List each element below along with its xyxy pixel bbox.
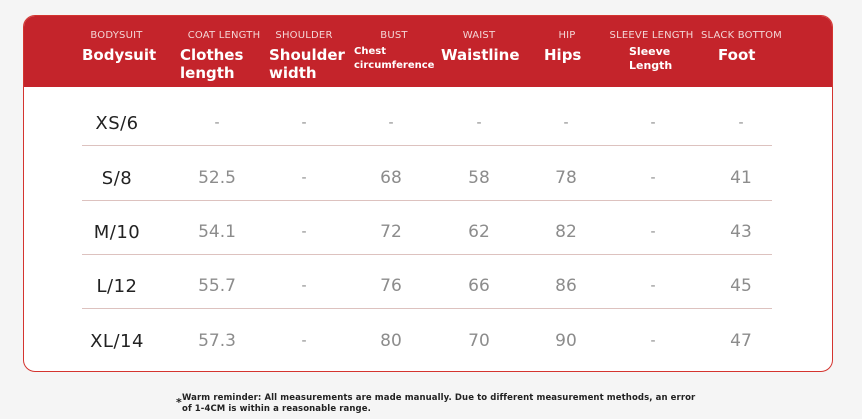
table-row: S/8 52.5 - 68 58 78 - 41 [24,151,832,205]
table-cell: 70 [468,331,490,351]
header-shoulder-label: Shoulder width [269,46,345,82]
header-shoulder-en: SHOULDER [275,30,333,41]
header-coat-length: COAT LENGTH Clothes length [174,16,264,87]
size-label: XS/6 [95,112,139,134]
header-bodysuit-en: BODYSUIT [90,30,143,41]
header-hip: HIP Hips [534,16,600,87]
table-row: XL/14 57.3 - 80 70 90 - 47 [24,314,832,368]
header-bust-label: Chest circumference [354,46,435,71]
size-label: M/10 [93,221,141,243]
header-sleeve-length-label: Sleeve Length [629,45,673,72]
header-waist: WAIST Waistline [439,16,520,87]
table-cell: 80 [380,331,402,351]
table-cell: 52.5 [198,168,236,188]
header-sleeve-length: SLEEVE LENGTH Sleeve Length [609,16,694,87]
table-cell: - [301,224,307,240]
table-cell: 57.3 [198,331,236,351]
size-label: L/12 [96,275,138,297]
table-cell: - [650,278,656,294]
header-slack-bottom-label: Foot [718,46,756,64]
header-slack-bottom: SLACK BOTTOM Foot [699,16,784,87]
table-cell: - [650,224,656,240]
header-bodysuit-label: Bodysuit [82,46,157,64]
table-cell: 72 [380,222,402,242]
table-cell: - [738,115,744,131]
table-cell: 62 [468,222,490,242]
row-divider [82,308,772,309]
header-bodysuit: BODYSUIT Bodysuit [64,16,169,87]
header-waist-en: WAIST [462,30,496,41]
table-cell: - [650,333,656,349]
header-shoulder: SHOULDER Shoulder width [264,16,345,87]
table-cell: - [476,115,482,131]
table-row: XS/6 - - - - - - - [24,96,832,150]
table-cell: - [301,115,307,131]
table-cell: - [301,278,307,294]
table-row: L/12 55.7 - 76 66 86 - 45 [24,259,832,313]
table-cell: 78 [555,168,577,188]
size-chart-card: BODYSUIT Bodysuit COAT LENGTH Clothes le… [23,15,833,372]
table-cell: 58 [468,168,490,188]
table-cell: 45 [730,276,752,296]
header-bust-en: BUST [380,30,408,41]
table-cell: - [301,333,307,349]
size-chart-header: BODYSUIT Bodysuit COAT LENGTH Clothes le… [24,16,832,87]
table-cell: 66 [468,276,490,296]
row-divider [82,200,772,201]
note-asterisk: * [176,396,182,409]
table-row: M/10 54.1 - 72 62 82 - 43 [24,205,832,259]
table-cell: - [388,115,394,131]
table-cell: 55.7 [198,276,236,296]
row-divider [82,145,772,146]
note-text: Warm reminder: All measurements are made… [182,393,696,414]
header-coat-length-label: Clothes length [180,46,244,82]
table-cell: 41 [730,168,752,188]
table-cell: 47 [730,331,752,351]
header-bust: BUST Chest circumference [352,16,435,87]
row-divider [82,254,772,255]
table-cell: 43 [730,222,752,242]
table-cell: - [563,115,569,131]
size-label: S/8 [101,167,133,189]
header-sleeve-length-en: SLEEVE LENGTH [609,30,694,41]
table-cell: 68 [380,168,402,188]
table-cell: - [650,115,656,131]
table-cell: - [301,170,307,186]
header-hip-en: HIP [558,30,576,41]
header-coat-length-en: COAT LENGTH [187,30,261,41]
header-slack-bottom-en: SLACK BOTTOM [700,30,783,41]
header-waist-label: Waistline [441,46,520,64]
table-cell: 76 [380,276,402,296]
table-cell: - [650,170,656,186]
table-cell: 90 [555,331,577,351]
table-cell: 54.1 [198,222,236,242]
table-cell: 82 [555,222,577,242]
size-label: XL/14 [90,330,144,352]
table-cell: 86 [555,276,577,296]
header-hip-label: Hips [544,46,582,64]
table-cell: - [214,115,220,131]
warm-reminder-note: * Warm reminder: All measurements are ma… [176,393,702,415]
